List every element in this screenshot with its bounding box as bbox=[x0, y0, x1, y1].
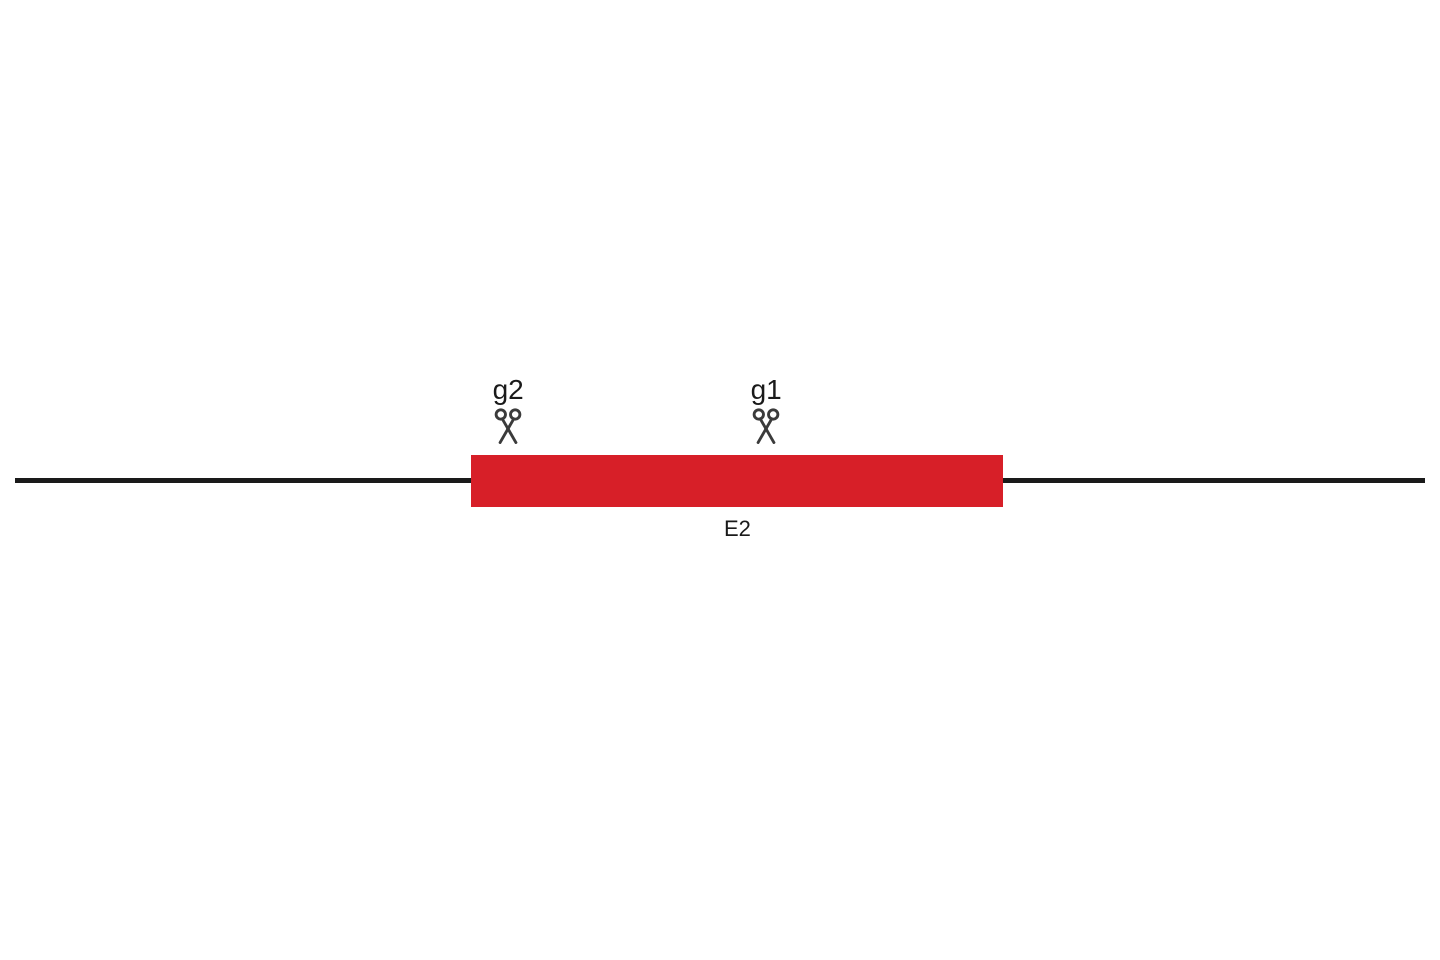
guide-g2-label: g2 bbox=[493, 374, 524, 406]
guide-g1-label: g1 bbox=[751, 374, 782, 406]
exon-label: E2 bbox=[724, 516, 751, 542]
scissors-icon bbox=[490, 408, 526, 449]
gene-diagram: E2 g2 g1 bbox=[0, 0, 1440, 960]
scissors-icon bbox=[748, 408, 784, 449]
exon-box bbox=[471, 455, 1003, 507]
